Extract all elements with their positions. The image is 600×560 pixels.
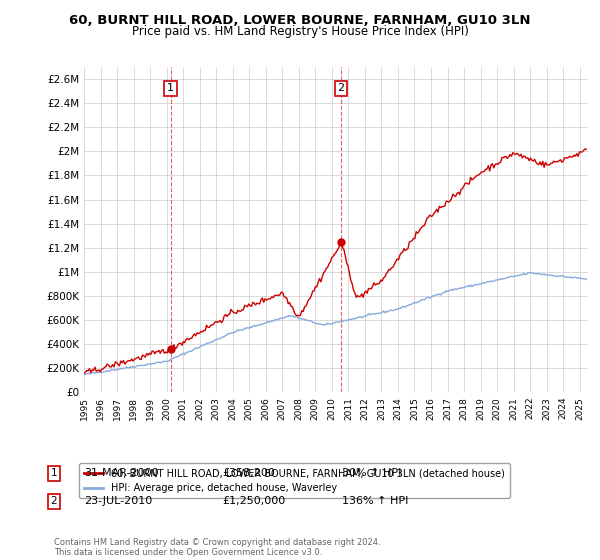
Text: 1: 1 [50,468,58,478]
Text: Price paid vs. HM Land Registry's House Price Index (HPI): Price paid vs. HM Land Registry's House … [131,25,469,38]
Text: Contains HM Land Registry data © Crown copyright and database right 2024.
This d: Contains HM Land Registry data © Crown c… [54,538,380,557]
Text: 1: 1 [167,83,174,94]
Text: 136% ↑ HPI: 136% ↑ HPI [342,496,409,506]
Legend: 60, BURNT HILL ROAD, LOWER BOURNE, FARNHAM, GU10 3LN (detached house), HPI: Aver: 60, BURNT HILL ROAD, LOWER BOURNE, FARNH… [79,464,510,498]
Text: 31-MAR-2000: 31-MAR-2000 [84,468,158,478]
Text: 2: 2 [50,496,58,506]
Text: 60, BURNT HILL ROAD, LOWER BOURNE, FARNHAM, GU10 3LN: 60, BURNT HILL ROAD, LOWER BOURNE, FARNH… [69,14,531,27]
Text: 30% ↑ HPI: 30% ↑ HPI [342,468,401,478]
Text: £358,200: £358,200 [222,468,275,478]
Text: £1,250,000: £1,250,000 [222,496,285,506]
Text: 2: 2 [337,83,344,94]
Text: 23-JUL-2010: 23-JUL-2010 [84,496,152,506]
